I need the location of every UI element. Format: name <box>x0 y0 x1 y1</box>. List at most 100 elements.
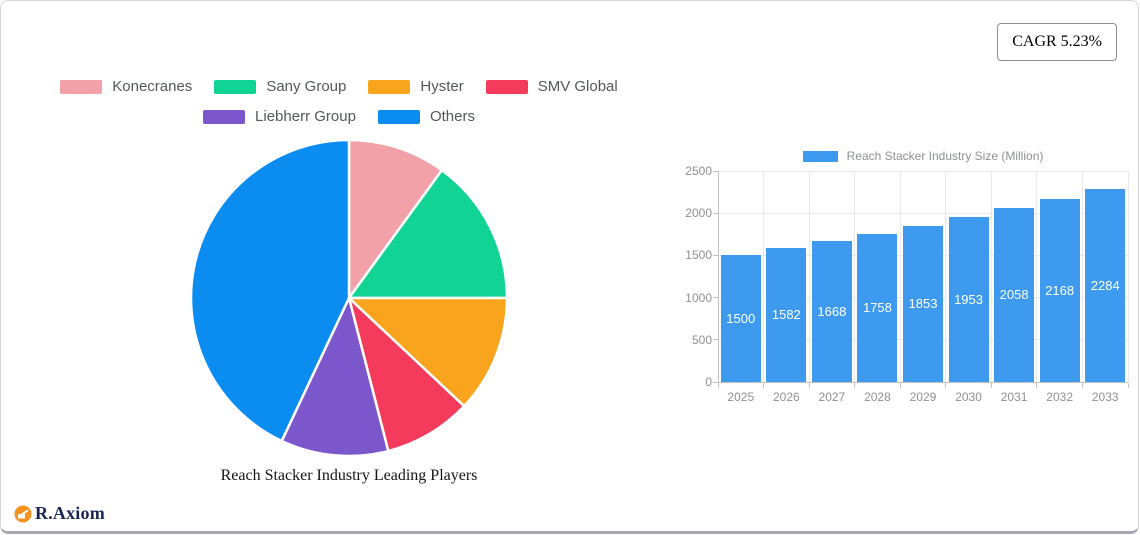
legend-swatch <box>485 79 528 94</box>
bar-2031[interactable] <box>994 208 1035 382</box>
pie-slice-hyster[interactable] <box>347 296 509 408</box>
legend-item-others[interactable]: Others <box>377 108 475 125</box>
legend-swatch <box>60 79 103 94</box>
y-axis-label: 2000 <box>685 206 712 221</box>
y-axis-label: 0 <box>705 375 712 389</box>
x-axis-tick <box>1036 383 1038 388</box>
x-axis-tick <box>990 383 992 388</box>
y-axis-tick <box>713 381 718 383</box>
x-axis-tick <box>854 383 856 388</box>
bar-value-label: 1758 <box>862 299 892 315</box>
x-axis-tick <box>945 383 947 388</box>
bar-value-label: 1582 <box>771 307 801 323</box>
x-axis-label: 2032 <box>1046 390 1073 404</box>
gridline-horizontal <box>718 170 1128 172</box>
cagr-badge: CAGR 5.23% <box>997 23 1117 61</box>
bar-value-label: 2168 <box>1045 282 1075 298</box>
bar-2026[interactable] <box>766 248 807 382</box>
x-axis-label: 2026 <box>772 390 800 404</box>
gridline-vertical <box>808 171 810 382</box>
pie-slice-sany-group[interactable] <box>347 168 509 300</box>
legend-swatch <box>368 79 411 94</box>
x-axis-label: 2028 <box>864 390 891 404</box>
bar-2033[interactable] <box>1085 189 1126 382</box>
legend-label: Konecranes <box>112 78 193 95</box>
bar-value-label: 1853 <box>908 295 938 311</box>
y-axis-label: 2500 <box>685 164 712 178</box>
bar-value-label: 2284 <box>1090 277 1120 293</box>
x-axis-label: 2029 <box>909 390 937 404</box>
bar-2028[interactable] <box>857 233 898 382</box>
pie-slice-liebherr-group[interactable] <box>280 296 390 458</box>
legend-item-smv-global[interactable]: SMV Global <box>485 78 618 95</box>
gridline-vertical <box>763 171 765 382</box>
legend-label: Hyster <box>420 78 464 95</box>
bar-legend[interactable]: Reach Stacker Industry Size (Million) <box>717 149 1129 163</box>
x-axis-label: 2025 <box>727 390 755 404</box>
y-axis-tick <box>713 254 718 256</box>
bar-legend-label: Reach Stacker Industry Size (Million) <box>846 149 1044 163</box>
y-axis-label: 1000 <box>685 290 712 305</box>
legend-item-sany-group[interactable]: Sany Group <box>214 78 346 95</box>
legend-item-konecranes[interactable]: Konecranes <box>60 78 192 95</box>
y-axis-tick <box>713 297 718 299</box>
gridline-vertical <box>1036 171 1038 382</box>
pie-legend: Konecranes Sany Group Hyster SMV Global Lieb… <box>29 78 649 125</box>
pie-slice-konecranes[interactable] <box>347 138 444 300</box>
x-axis-tick <box>763 383 765 388</box>
pie-slice-smv-global[interactable] <box>347 296 466 453</box>
legend-swatch <box>377 109 420 124</box>
brand-logo: R.Axiom <box>14 503 105 524</box>
y-axis-label: 1500 <box>685 248 712 263</box>
x-axis-tick <box>1127 383 1129 388</box>
x-axis-label: 2031 <box>1000 390 1028 404</box>
x-axis-tick <box>899 383 901 388</box>
legend-item-liebherr-group[interactable]: Liebherr Group <box>203 108 356 125</box>
x-axis-tick <box>808 383 810 388</box>
gridline-vertical <box>1081 171 1083 382</box>
bar-value-label: 2058 <box>999 287 1029 303</box>
y-axis-tick <box>713 170 718 172</box>
legend-label: Sany Group <box>266 78 347 95</box>
legend-item-hyster[interactable]: Hyster <box>368 78 464 95</box>
legend-swatch <box>214 79 257 94</box>
x-axis-tick <box>717 383 719 388</box>
gridline-vertical <box>899 171 901 382</box>
bar-2027[interactable] <box>811 241 852 382</box>
x-axis-line <box>718 382 1128 383</box>
gridline-vertical <box>945 171 947 382</box>
pie-legend-row: Liebherr Group Others <box>192 108 486 125</box>
pen-chart-icon <box>14 505 32 522</box>
bar-legend-swatch <box>802 150 838 162</box>
legend-swatch <box>203 109 246 124</box>
x-axis-label: 2033 <box>1091 390 1119 404</box>
bar-value-label: 1668 <box>817 303 847 319</box>
y-axis-tick <box>713 212 718 214</box>
brand-logo-text: R.Axiom <box>35 503 105 523</box>
y-axis-tick <box>713 339 718 341</box>
bar-value-label: 1500 <box>726 310 756 326</box>
y-axis-line <box>718 171 719 382</box>
gridline-vertical <box>1127 171 1129 382</box>
gridline-horizontal <box>718 212 1128 214</box>
bar-chart: 0 500 1000 1500 2000 2500 1500 2025 1582 2026 1668… <box>685 164 1129 404</box>
pie-chart <box>189 138 509 458</box>
bar-2032[interactable] <box>1039 199 1080 382</box>
pie-slice-others[interactable] <box>189 138 351 443</box>
y-axis-label: 500 <box>691 332 712 347</box>
pie-chart-title: Reach Stacker Industry Leading Players <box>220 467 478 484</box>
x-axis-label: 2030 <box>955 390 982 404</box>
bar-value-label: 1953 <box>954 291 983 307</box>
x-axis-tick <box>1081 383 1083 388</box>
legend-label: Liebherr Group <box>255 108 356 125</box>
gridline-vertical <box>854 171 856 382</box>
bar-2025[interactable] <box>720 255 761 382</box>
legend-label: SMV Global <box>537 78 618 95</box>
pie-legend-row: Konecranes Sany Group Hyster SMV Global <box>49 78 629 95</box>
x-axis-label: 2027 <box>818 390 846 404</box>
gridline-vertical <box>990 171 992 382</box>
bar-2030[interactable] <box>948 217 989 382</box>
bar-2029[interactable] <box>903 225 943 382</box>
legend-label: Others <box>429 108 475 125</box>
